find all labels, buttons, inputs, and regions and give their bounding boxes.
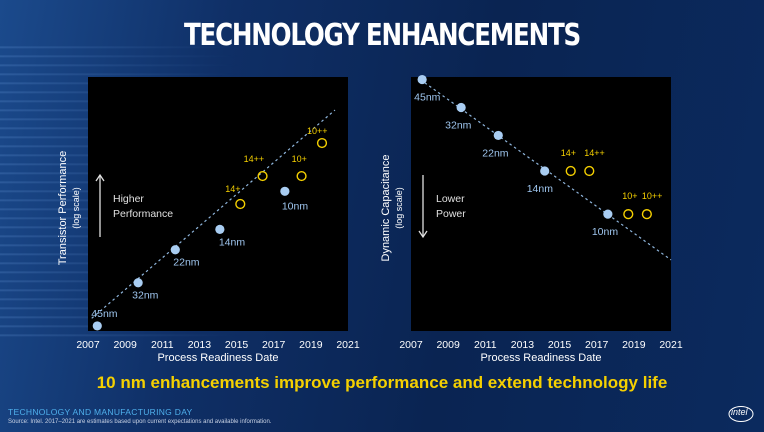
x-axis-label: Process Readiness Date <box>480 352 601 364</box>
x-tick-label: 2015 <box>225 339 249 351</box>
chart-2: 2007 2009 2011 2013 2015 2017 2019 2021 Process … <box>380 74 683 364</box>
data-label-45nm: 45nm <box>91 308 118 320</box>
data-point-22nm <box>170 245 180 255</box>
x-tick-label: 2017 <box>585 339 609 351</box>
data-point-22nm <box>493 130 503 141</box>
x-tick-label: 2011 <box>151 339 174 351</box>
data-label-22nm: 22nm <box>173 257 200 269</box>
data-label-10+: 10+ <box>622 191 637 201</box>
annotation-line2: Performance <box>113 208 173 220</box>
data-point-10++ <box>316 137 328 149</box>
y-axis-label: Dynamic Capacitance <box>380 155 392 262</box>
data-point-14+ <box>235 198 246 210</box>
data-point-14++ <box>257 170 268 182</box>
data-label-10++: 10++ <box>307 126 328 136</box>
x-tick-label: 2017 <box>262 339 286 351</box>
data-label-14nm: 14nm <box>527 183 554 195</box>
intel-logo: intel <box>728 405 754 423</box>
data-point-10nm <box>603 209 613 219</box>
footer-source: Source: Intel. 2017–2021 are estimates b… <box>8 419 272 425</box>
x-tick-label: 2009 <box>113 339 137 351</box>
data-label-10nm: 10nm <box>592 226 619 238</box>
data-label-10++: 10++ <box>642 191 663 201</box>
data-label-14++: 14++ <box>244 154 265 164</box>
arrow-down-icon <box>418 230 428 239</box>
data-label-32nm: 32nm <box>132 290 159 302</box>
data-point-10+ <box>296 170 307 182</box>
chart-panel-capacitance <box>411 77 671 331</box>
x-tick-label: 2013 <box>188 339 212 351</box>
slide-title: TECHNOLOGY ENHANCEMENTS <box>183 18 581 53</box>
y-axis-sublabel: (log scale) <box>394 187 404 229</box>
x-axis-label: Process Readiness Date <box>157 352 278 364</box>
trend-line <box>91 109 336 319</box>
tagline: 10 nm enhancements improve performance a… <box>96 373 668 392</box>
data-label-14+: 14+ <box>561 148 576 158</box>
x-tick-label: 2009 <box>436 339 460 351</box>
annotation-line1: Lower <box>436 193 465 205</box>
data-point-14++ <box>584 165 595 177</box>
chart-1: 2007 2009 2011 2013 2015 2017 2019 2021 Process … <box>57 109 360 364</box>
arrow-up-icon <box>95 173 105 182</box>
data-point-45nm <box>417 74 427 85</box>
data-point-14nm <box>215 224 225 234</box>
data-label-14++: 14++ <box>584 148 605 158</box>
x-tick-label: 2011 <box>474 339 497 351</box>
x-tick-label: 2019 <box>622 339 646 351</box>
intel-logo-icon <box>728 406 754 422</box>
data-label-14+: 14+ <box>225 184 240 194</box>
data-label-32nm: 32nm <box>445 119 472 131</box>
data-point-14nm <box>540 166 550 176</box>
footer-title: TECHNOLOGY AND MANUFACTURING DAY <box>8 407 193 417</box>
data-label-45nm: 45nm <box>414 92 441 104</box>
x-tick-label: 2007 <box>399 339 423 351</box>
y-axis-sublabel: (log scale) <box>71 187 81 229</box>
x-tick-label: 2021 <box>336 339 360 351</box>
data-point-10nm <box>280 186 290 196</box>
logo-text: intel <box>731 407 748 417</box>
data-point-10++ <box>641 209 652 220</box>
data-point-14+ <box>565 165 576 177</box>
annotation-line2: Power <box>436 208 466 220</box>
x-tick-label: 2007 <box>76 339 100 351</box>
data-point-32nm <box>456 102 466 113</box>
data-label-10+: 10+ <box>292 154 307 164</box>
chart-panel-performance <box>88 77 348 331</box>
data-label-22nm: 22nm <box>482 147 509 159</box>
data-point-32nm <box>133 278 143 288</box>
x-tick-label: 2013 <box>511 339 535 351</box>
data-point-10+ <box>623 209 634 220</box>
x-tick-label: 2015 <box>548 339 572 351</box>
x-tick-label: 2019 <box>299 339 323 351</box>
data-point-45nm <box>92 321 102 331</box>
data-label-14nm: 14nm <box>219 236 246 248</box>
y-axis-label: Transistor Performance <box>57 151 69 266</box>
data-label-10nm: 10nm <box>282 200 309 212</box>
annotation-line1: Higher <box>113 193 144 205</box>
x-tick-label: 2021 <box>659 339 683 351</box>
